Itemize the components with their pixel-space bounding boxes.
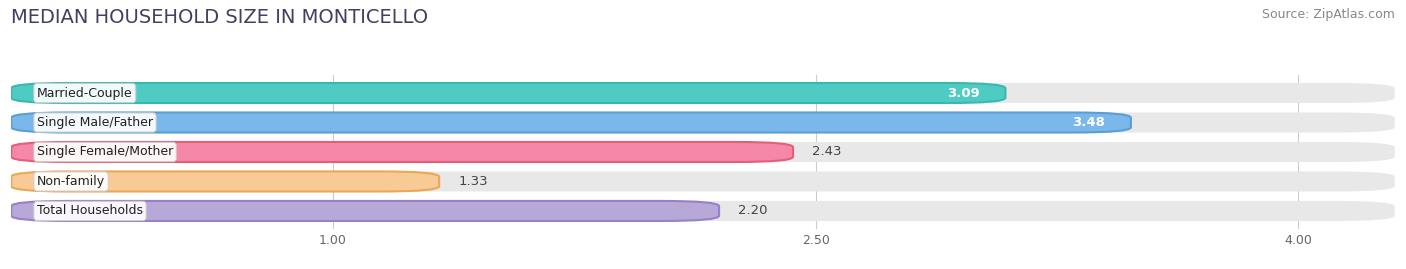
FancyBboxPatch shape bbox=[11, 171, 439, 192]
Text: 3.48: 3.48 bbox=[1073, 116, 1105, 129]
Text: Non-family: Non-family bbox=[37, 175, 105, 188]
Text: 3.09: 3.09 bbox=[948, 87, 980, 100]
FancyBboxPatch shape bbox=[11, 201, 718, 221]
FancyBboxPatch shape bbox=[11, 83, 1395, 103]
Text: 1.33: 1.33 bbox=[458, 175, 488, 188]
Text: Single Male/Father: Single Male/Father bbox=[37, 116, 153, 129]
Text: MEDIAN HOUSEHOLD SIZE IN MONTICELLO: MEDIAN HOUSEHOLD SIZE IN MONTICELLO bbox=[11, 8, 429, 27]
Text: Married-Couple: Married-Couple bbox=[37, 87, 132, 100]
Text: Total Households: Total Households bbox=[37, 204, 143, 217]
Text: 2.43: 2.43 bbox=[813, 146, 842, 158]
FancyBboxPatch shape bbox=[11, 171, 1395, 192]
FancyBboxPatch shape bbox=[11, 112, 1395, 133]
FancyBboxPatch shape bbox=[11, 83, 1005, 103]
Text: Source: ZipAtlas.com: Source: ZipAtlas.com bbox=[1261, 8, 1395, 21]
Text: 2.20: 2.20 bbox=[738, 204, 768, 217]
FancyBboxPatch shape bbox=[11, 142, 1395, 162]
FancyBboxPatch shape bbox=[11, 112, 1130, 133]
FancyBboxPatch shape bbox=[11, 201, 1395, 221]
FancyBboxPatch shape bbox=[11, 142, 793, 162]
Text: Single Female/Mother: Single Female/Mother bbox=[37, 146, 173, 158]
